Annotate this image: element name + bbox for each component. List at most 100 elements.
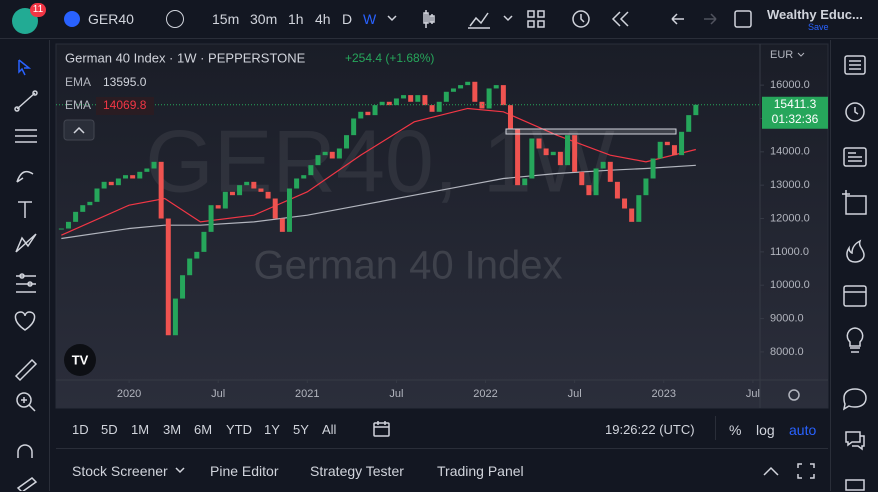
candle [201, 231, 207, 252]
candle [614, 181, 620, 199]
candle [507, 105, 513, 129]
save[interactable]: Save [808, 22, 829, 32]
candle [294, 178, 300, 189]
timeframe[interactable]: 1Y [264, 422, 280, 437]
candle [671, 145, 677, 156]
candle [329, 151, 335, 159]
ema-value: 14069.8 [103, 98, 147, 112]
scale-log[interactable]: log [756, 422, 775, 438]
watermark-subtitle: German 40 Index [253, 244, 562, 288]
panel-tab[interactable]: Trading Panel [437, 463, 524, 479]
clock[interactable]: 19:26:22 (UTC) [605, 422, 695, 437]
symbol-flag [64, 11, 80, 27]
y-tick-label: 13000.0 [770, 179, 810, 191]
candle [622, 198, 628, 209]
candle [137, 171, 143, 179]
candle [301, 175, 307, 179]
candle [458, 85, 464, 89]
x-tick-label: 2020 [117, 388, 141, 400]
timeframe[interactable]: YTD [226, 422, 252, 437]
layout-name[interactable]: Wealthy Educ... [767, 7, 863, 22]
ema-value: 13595.0 [103, 75, 147, 89]
candle [258, 188, 264, 192]
timeframe[interactable]: All [322, 422, 337, 437]
candle [636, 195, 642, 222]
candle [94, 188, 100, 202]
y-tick-label: 10000.0 [770, 279, 810, 291]
resistance-zone[interactable] [505, 128, 677, 135]
settings[interactable] [788, 389, 800, 401]
candle [130, 175, 136, 179]
interval-active[interactable]: W [363, 11, 377, 27]
legend-change: +254.4 (+1.68%) [345, 51, 434, 65]
candle [365, 111, 371, 116]
legend-title: German 40 Index · 1W · PEPPERSTONE [65, 50, 306, 65]
y-tick-label: 16000.0 [770, 79, 810, 91]
candle [73, 211, 79, 222]
x-tick-label: 2023 [652, 388, 676, 400]
drawing-tools[interactable] [0, 40, 50, 491]
interval[interactable]: 15m [212, 11, 240, 27]
candle [144, 168, 150, 172]
candle [443, 91, 449, 102]
candle [493, 85, 499, 89]
tv-logo[interactable] [64, 344, 96, 376]
candle [522, 178, 528, 186]
panel-tab[interactable]: Stock Screener [72, 463, 168, 479]
timeframe[interactable]: 5Y [293, 422, 309, 437]
candle [550, 151, 556, 156]
candle [244, 181, 250, 186]
candle [279, 218, 285, 232]
candle [379, 101, 385, 106]
notification-badge: 11 [30, 3, 46, 17]
interval[interactable]: 4h [315, 11, 331, 27]
x-tick-label: 2022 [473, 388, 497, 400]
interval[interactable]: D [342, 11, 353, 27]
candle [315, 155, 321, 166]
x-tick-label: Jul [746, 388, 760, 400]
symbol[interactable]: GER40 [88, 11, 134, 27]
candle [415, 95, 421, 102]
last-price-box [762, 96, 828, 129]
timeframe[interactable]: 6M [194, 422, 213, 437]
candle [686, 115, 692, 132]
candle [187, 258, 193, 276]
add-symbol[interactable] [166, 10, 184, 28]
timeframe[interactable]: 3M [163, 422, 182, 437]
bottom-panel [56, 448, 828, 492]
date-range-icon[interactable] [372, 419, 392, 439]
collapse-icon [73, 126, 85, 134]
currency[interactable]: EUR [770, 49, 793, 61]
candle [151, 161, 157, 169]
panel-tab[interactable]: Pine Editor [210, 463, 279, 479]
panel-controls[interactable] [760, 460, 820, 482]
currency-caret [797, 52, 805, 57]
divider [0, 38, 878, 39]
candle [336, 148, 342, 159]
y-tick-label: 11000.0 [770, 246, 809, 258]
candle [123, 175, 129, 179]
candle [87, 201, 93, 206]
collapse-legend[interactable] [63, 119, 95, 141]
candle [386, 101, 392, 106]
panel-tab[interactable]: Strategy Tester [310, 463, 404, 479]
timeframe[interactable]: 5D [101, 422, 118, 437]
x-tick-label: 2021 [295, 388, 319, 400]
widget-bar[interactable] [832, 40, 878, 491]
candle [322, 151, 328, 156]
y-tick-label: 9000.0 [770, 312, 804, 324]
scale-percent[interactable]: % [729, 422, 742, 438]
candle [472, 81, 478, 102]
timeframe[interactable]: 1M [131, 422, 150, 437]
timeframe[interactable]: 1D [72, 422, 89, 437]
ema-name: EMA [65, 75, 91, 89]
interval[interactable]: 30m [250, 11, 278, 27]
caret [175, 467, 185, 474]
interval[interactable]: 1h [288, 11, 304, 27]
candle [593, 168, 599, 196]
scale-auto[interactable]: auto [789, 422, 817, 438]
x-tick-label: Jul [211, 388, 225, 400]
candle [229, 191, 235, 196]
